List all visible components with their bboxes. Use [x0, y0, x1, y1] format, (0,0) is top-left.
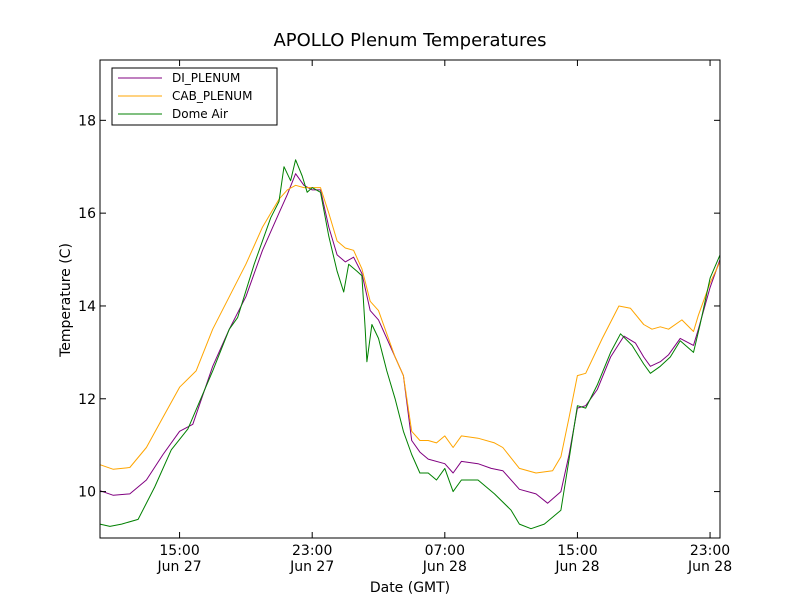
legend-entry: Dome Air [118, 107, 228, 121]
y-axis-label: Temperature (C) [58, 243, 74, 358]
x-tick-label-time: 23:00 [690, 543, 730, 559]
x-axis-label: Date (GMT) [370, 580, 450, 596]
legend-label: Dome Air [172, 107, 228, 121]
x-tick-label-date: Jun 28 [554, 559, 599, 575]
legend-entry: DI_PLENUM [118, 71, 240, 85]
x-tick-label-time: 15:00 [557, 543, 597, 559]
x-tick-label-time: 07:00 [425, 543, 465, 559]
chart-title: APOLLO Plenum Temperatures [273, 30, 546, 51]
plot-area [99, 159, 721, 530]
x-tick-label-date: Jun 27 [289, 559, 334, 575]
legend-entry: CAB_PLENUM [118, 89, 252, 103]
x-tick-label-date: Jun 28 [687, 559, 732, 575]
series-line-dome-air [99, 159, 721, 530]
series-line-di-plenum [99, 173, 721, 504]
x-tick-label-time: 15:00 [159, 543, 199, 559]
x-tick-label-time: 23:00 [292, 543, 332, 559]
x-tick-label-date: Jun 27 [157, 559, 202, 575]
y-tick-label: 18 [78, 113, 96, 129]
legend-label: DI_PLENUM [172, 71, 240, 85]
legend-label: CAB_PLENUM [172, 89, 252, 103]
legend: DI_PLENUM CAB_PLENUM Dome Air [111, 67, 278, 126]
y-tick-label: 10 [78, 485, 96, 501]
y-tick-label: 12 [78, 392, 96, 408]
plot-frame [99, 59, 721, 539]
y-tick-label: 14 [78, 299, 96, 315]
x-tick-label-date: Jun 28 [422, 559, 467, 575]
series-line-cab-plenum [99, 184, 721, 474]
y-tick-label: 16 [78, 206, 96, 222]
